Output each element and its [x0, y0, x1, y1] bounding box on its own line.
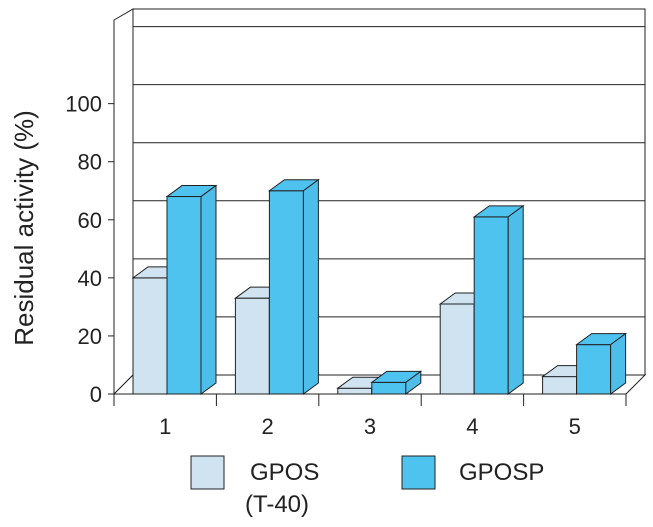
y-axis-title: Residual activity (%): [9, 110, 39, 346]
bars: [131, 178, 628, 395]
bar-gposp-4: [472, 204, 525, 395]
legend-label-gposp: GPOSP: [459, 459, 544, 486]
bar-gposp-2: [267, 178, 320, 395]
side-wall: [113, 8, 134, 396]
y-tick-label: 80: [78, 150, 102, 175]
legend-swatch-gposp: [401, 455, 436, 490]
bar-gposp-1: [165, 184, 218, 395]
y-axis: 0 20 40 60 80 100: [65, 92, 114, 407]
x-tick-label: 2: [261, 414, 273, 439]
x-tick-label: 1: [159, 414, 171, 439]
x-tick-label: 4: [466, 414, 478, 439]
x-axis: 1 2 3 4 5: [113, 393, 627, 439]
bar-gposp-5: [575, 332, 628, 395]
gridlines: [133, 26, 645, 318]
x-tick-label: 3: [364, 414, 376, 439]
y-tick-label: 0: [90, 382, 102, 407]
y-tick-label: 60: [78, 208, 102, 233]
legend-swatch-gpos: [190, 455, 225, 490]
legend: GPOS (T-40) GPOSP: [190, 455, 544, 518]
y-tick-label: 40: [78, 266, 102, 291]
y-tick-label: 100: [65, 92, 102, 117]
x-tick-label: 5: [569, 414, 581, 439]
y-tick-label: 20: [78, 324, 102, 349]
legend-label-gpos-line2: (T-40): [245, 491, 309, 518]
legend-label-gpos-line1: GPOS: [250, 459, 319, 486]
bar-gposp-3: [370, 370, 423, 395]
